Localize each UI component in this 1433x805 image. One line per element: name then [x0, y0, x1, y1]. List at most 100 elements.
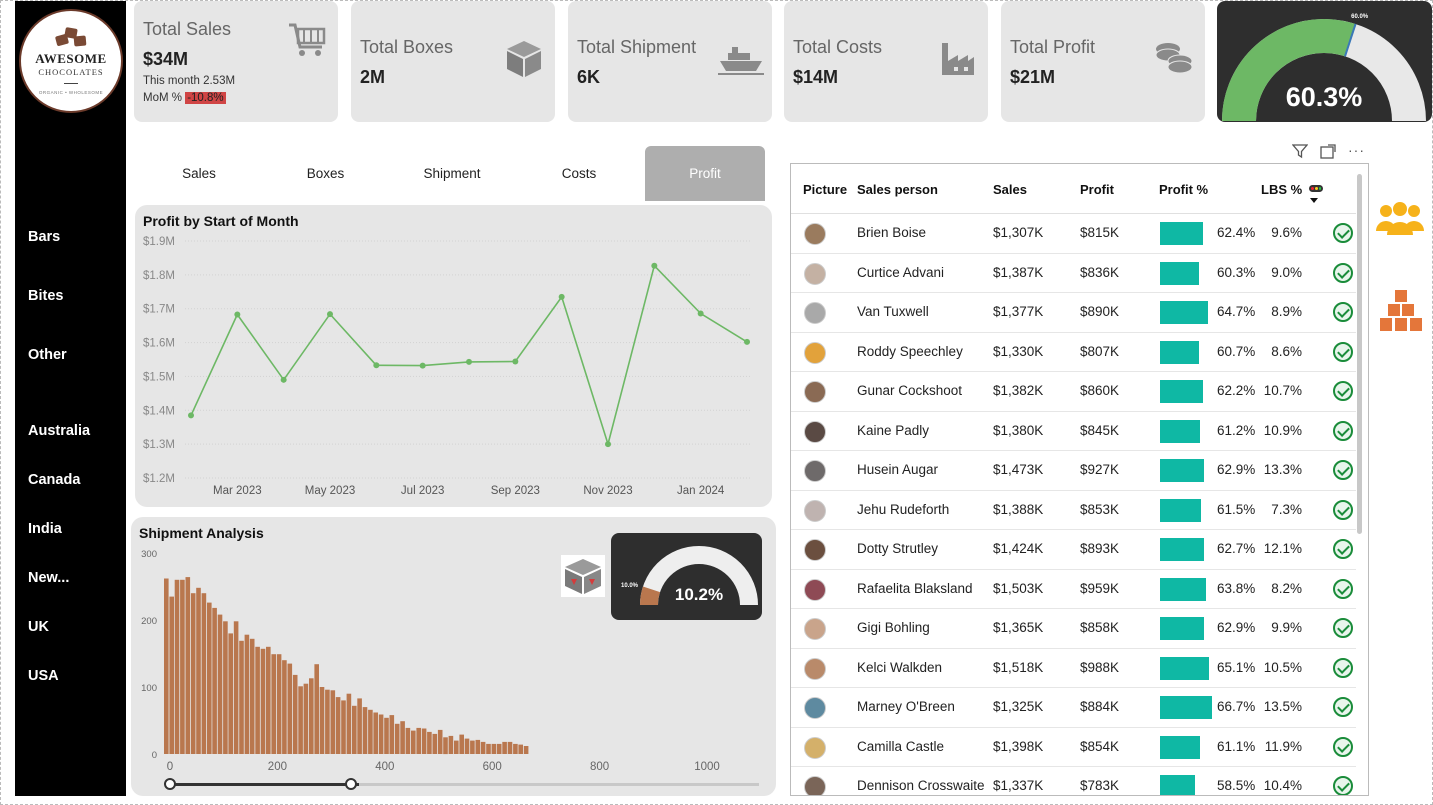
histogram-bar[interactable] — [249, 638, 255, 754]
histogram-bar[interactable] — [378, 714, 384, 755]
column-header-profit[interactable]: Profit — [1080, 182, 1114, 197]
histogram-bar[interactable] — [496, 743, 502, 754]
histogram-bar[interactable] — [287, 663, 293, 754]
tab-costs[interactable]: Costs — [561, 166, 597, 181]
histogram-bar[interactable] — [437, 729, 443, 754]
table-row[interactable]: Gigi Bohling $1,365K $858K 62.9% 9.9% — [791, 609, 1356, 649]
histogram-bar[interactable] — [207, 602, 212, 754]
data-point[interactable] — [373, 362, 380, 369]
data-point[interactable] — [466, 358, 472, 365]
column-header-sales[interactable]: Sales — [993, 182, 1027, 197]
histogram-bar[interactable] — [233, 621, 239, 754]
histogram-bar[interactable] — [309, 678, 314, 754]
kpi-total-sales[interactable]: Total Sales $34M This month 2.53M MoM % … — [134, 1, 338, 122]
data-point[interactable] — [744, 338, 750, 345]
column-header-picture[interactable]: Picture — [803, 182, 848, 197]
table-row[interactable]: Dotty Strutley $1,424K $893K 62.7% 12.1% — [791, 530, 1356, 570]
histogram-bar[interactable] — [491, 743, 497, 754]
histogram-bar[interactable] — [432, 733, 438, 754]
histogram-bar[interactable] — [330, 690, 336, 754]
histogram-bar[interactable] — [411, 730, 416, 754]
histogram-bar[interactable] — [228, 633, 233, 754]
table-row[interactable]: Van Tuxwell $1,377K $890K 64.7% 8.9% — [791, 293, 1356, 333]
histogram-bar[interactable] — [486, 743, 491, 754]
focus-mode-icon[interactable] — [1320, 144, 1336, 159]
table-row[interactable]: Brien Boise $1,307K $815K 62.4% 9.6% — [791, 214, 1356, 254]
slicer-bites[interactable]: Bites — [28, 288, 64, 304]
histogram-bar[interactable] — [185, 577, 191, 754]
histogram-bar[interactable] — [335, 697, 341, 754]
table-row[interactable]: Gunar Cockshoot $1,382K $860K 62.2% 10.7% — [791, 372, 1356, 412]
table-row[interactable]: Jehu Rudeforth $1,388K $853K 61.5% 7.3% — [791, 491, 1356, 530]
slicer-india[interactable]: India — [28, 521, 62, 537]
histogram-bar[interactable] — [454, 740, 459, 754]
histogram-bar[interactable] — [416, 727, 421, 754]
histogram-bar[interactable] — [314, 664, 319, 754]
histogram-bar[interactable] — [459, 734, 464, 754]
histogram-bar[interactable] — [464, 738, 470, 754]
kpi-total-boxes[interactable]: Total Boxes 2M — [351, 1, 555, 122]
histogram-bar[interactable] — [212, 607, 217, 754]
table-row[interactable]: Kelci Walkden $1,518K $988K 65.1% 10.5% — [791, 649, 1356, 688]
table-row[interactable]: Kaine Padly $1,380K $845K 61.2% 10.9% — [791, 412, 1356, 451]
histogram-bar[interactable] — [319, 687, 325, 754]
more-options-icon[interactable]: ··· — [1348, 142, 1365, 158]
table-row[interactable]: Roddy Speechley $1,330K $807K 60.7% 8.6% — [791, 333, 1356, 372]
slicer-new-zealand[interactable]: New... — [28, 570, 70, 586]
histogram-bar[interactable] — [260, 648, 266, 754]
column-header-sales-person[interactable]: Sales person — [857, 182, 938, 197]
histogram-bar[interactable] — [223, 621, 228, 754]
histogram-bar[interactable] — [480, 741, 486, 754]
histogram-bar[interactable] — [255, 646, 260, 754]
histogram-bar[interactable] — [394, 723, 400, 754]
histogram-bar[interactable] — [292, 674, 298, 754]
histogram-bar[interactable] — [421, 728, 427, 755]
table-row[interactable]: Rafaelita Blaksland $1,503K $959K 63.8% 8.2% — [791, 570, 1356, 609]
histogram-bar[interactable] — [368, 709, 373, 754]
histogram-bar[interactable] — [405, 727, 411, 754]
histogram-bar[interactable] — [346, 693, 352, 754]
data-point[interactable] — [651, 262, 658, 269]
column-header-lbs-pct[interactable]: LBS % — [1261, 182, 1303, 197]
histogram-bar[interactable] — [201, 593, 207, 754]
boxes-stack-icon[interactable] — [1379, 288, 1423, 334]
histogram-bar[interactable] — [276, 654, 282, 754]
table-row[interactable]: Marney O'Breen $1,325K $884K 66.7% 13.5% — [791, 688, 1356, 728]
histogram-bar[interactable] — [470, 740, 475, 754]
slicer-australia[interactable]: Australia — [28, 423, 91, 439]
data-point[interactable] — [512, 358, 519, 365]
shipment-gauge-card[interactable]: 10.0% 10.2% — [611, 533, 762, 620]
tab-shipment[interactable]: Shipment — [423, 166, 481, 181]
histogram-bar[interactable] — [180, 579, 185, 754]
sort-descending-icon[interactable] — [1310, 198, 1318, 203]
histogram-bar[interactable] — [523, 746, 529, 754]
histogram-bar[interactable] — [266, 646, 271, 754]
profit-line-chart[interactable]: $1.9M $1.8M $1.7M $1.6M $1.5M $1.4M $1.3M $1.2M… — [135, 205, 772, 507]
data-point[interactable] — [558, 293, 565, 300]
kpi-total-shipment[interactable]: Total Shipment 6K — [568, 1, 772, 122]
histogram-bar[interactable] — [190, 593, 196, 754]
data-point[interactable] — [419, 362, 426, 369]
slicer-canada[interactable]: Canada — [28, 472, 81, 488]
tab-boxes[interactable]: Boxes — [306, 166, 345, 181]
histogram-bar[interactable] — [169, 596, 174, 754]
histogram-bar[interactable] — [518, 744, 523, 754]
histogram-bar[interactable] — [362, 707, 368, 754]
kpi-total-profit[interactable]: Total Profit $21M — [1001, 1, 1205, 122]
range-slider-start-handle[interactable] — [164, 778, 176, 790]
range-slider-end-handle[interactable] — [345, 778, 357, 790]
table-row[interactable]: Dennison Crosswaite $1,337K $783K 58.5% 10.4… — [791, 767, 1356, 795]
histogram-bar[interactable] — [475, 739, 481, 754]
table-row[interactable]: Curtice Advani $1,387K $836K 60.3% 9.0% — [791, 254, 1356, 293]
histogram-bar[interactable] — [400, 721, 405, 754]
team-icon[interactable] — [1374, 201, 1426, 239]
histogram-bar[interactable] — [325, 689, 330, 754]
slicer-uk[interactable]: UK — [28, 619, 49, 635]
histogram-bar[interactable] — [373, 712, 378, 755]
table-row[interactable]: Camilla Castle $1,398K $854K 61.1% 11.9% — [791, 728, 1356, 767]
profit-gauge-card[interactable]: 60.0% 60.3% — [1217, 1, 1432, 122]
histogram-bar[interactable] — [341, 700, 346, 754]
histogram-bar[interactable] — [174, 579, 180, 754]
histogram-bar[interactable] — [384, 717, 389, 754]
